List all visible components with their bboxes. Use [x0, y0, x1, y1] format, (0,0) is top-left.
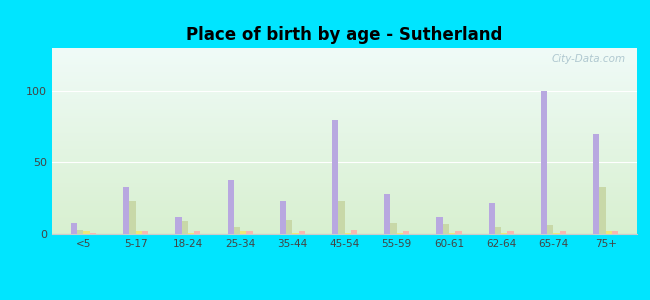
Text: City-Data.com: City-Data.com — [551, 54, 625, 64]
Bar — [599, 187, 606, 234]
Bar — [495, 227, 501, 234]
Bar — [612, 231, 618, 234]
Bar — [83, 231, 90, 234]
Bar — [286, 220, 292, 234]
Bar — [338, 201, 344, 234]
Bar — [234, 227, 240, 234]
Bar — [489, 202, 495, 234]
Bar — [90, 232, 96, 234]
Bar — [129, 201, 136, 234]
Bar — [227, 180, 234, 234]
Bar — [403, 231, 410, 234]
Bar — [391, 223, 396, 234]
Bar — [547, 225, 553, 234]
Bar — [351, 230, 357, 234]
Bar — [298, 231, 305, 234]
Bar — [560, 231, 566, 234]
Title: Place of birth by age - Sutherland: Place of birth by age - Sutherland — [187, 26, 502, 44]
Bar — [176, 217, 181, 234]
Bar — [292, 232, 298, 234]
Bar — [455, 231, 461, 234]
Bar — [136, 231, 142, 234]
Bar — [71, 223, 77, 234]
Bar — [344, 232, 351, 234]
Bar — [181, 221, 188, 234]
Bar — [449, 232, 455, 234]
Bar — [553, 232, 560, 234]
Bar — [606, 231, 612, 234]
Bar — [77, 230, 83, 234]
Bar — [443, 224, 449, 234]
Bar — [188, 232, 194, 234]
Bar — [396, 232, 403, 234]
Bar — [240, 231, 246, 234]
Bar — [332, 119, 338, 234]
Bar — [541, 91, 547, 234]
Bar — [194, 231, 200, 234]
Bar — [593, 134, 599, 234]
Bar — [501, 232, 508, 234]
Bar — [384, 194, 391, 234]
Bar — [280, 201, 286, 234]
Bar — [123, 187, 129, 234]
Bar — [436, 217, 443, 234]
Bar — [246, 231, 253, 234]
Bar — [142, 231, 148, 234]
Bar — [508, 231, 514, 234]
